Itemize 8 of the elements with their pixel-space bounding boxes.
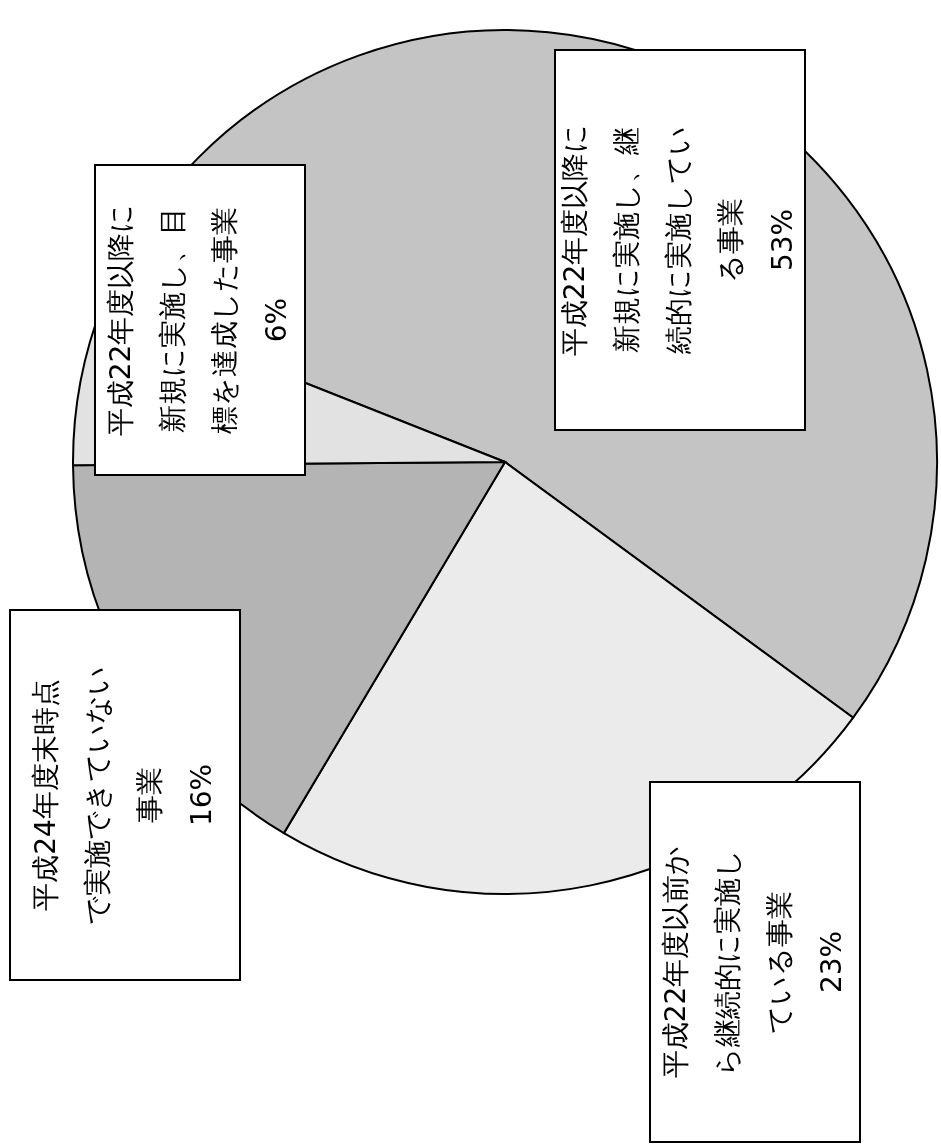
data-label: 16% [185, 763, 218, 827]
slice-label: 平成22年度以前から継続的に実施している事業 [659, 845, 796, 1079]
slice-label: 平成22年度以降に新規に実施し、継続的に実施している事業 [558, 123, 747, 357]
data-label: 23% [815, 930, 848, 994]
slice-label: 平成22年度以降に新規に実施し、目標を達成した事業 [104, 203, 241, 437]
slice-label: 平成24年度末時点で実施できていない事業 [29, 665, 166, 925]
data-label: 53% [766, 208, 799, 272]
data-label: 6% [260, 297, 293, 343]
